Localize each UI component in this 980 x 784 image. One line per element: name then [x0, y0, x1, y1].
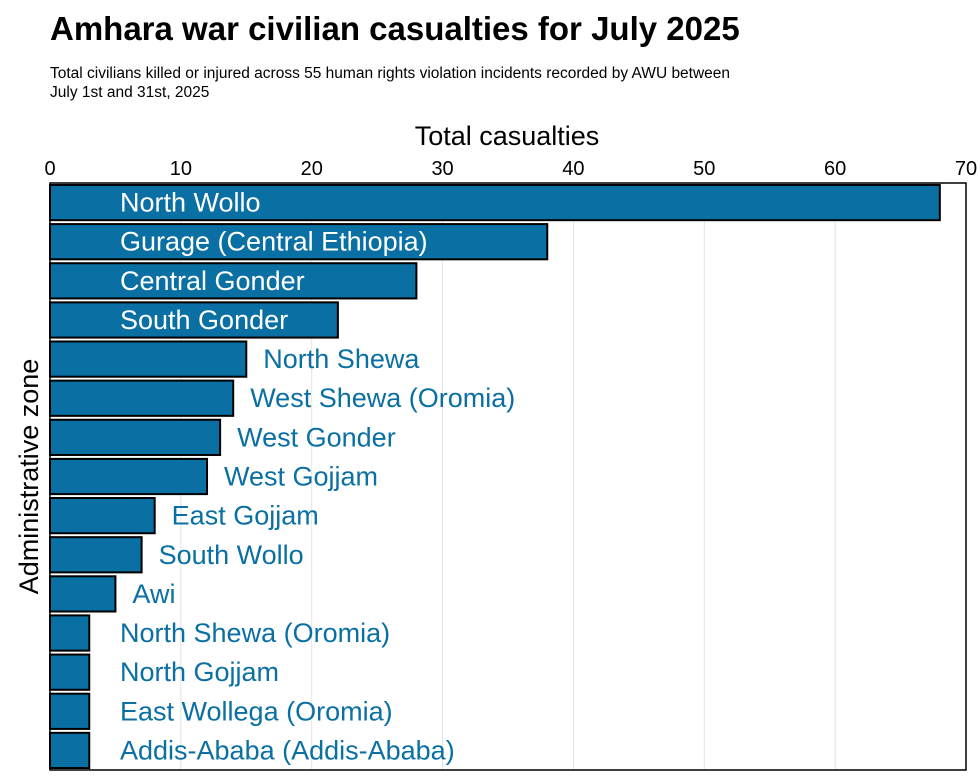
bar-label-12: North Gojjam — [120, 657, 279, 687]
bar-labels: North Wollo Gurage (Central Ethiopia) Cent… — [120, 188, 515, 766]
bar-label-9: South Wollo — [159, 540, 304, 570]
bar-label-11: North Shewa (Oromia) — [120, 618, 390, 648]
bar-label-3: South Gonder — [120, 305, 288, 335]
x-axis-ticks: 0 10 20 30 40 50 60 70 — [44, 158, 977, 180]
bar-5 — [49, 379, 235, 417]
bar-11 — [49, 614, 91, 652]
x-tick-label-40: 40 — [562, 158, 584, 180]
bar-label-6: West Gonder — [237, 422, 396, 452]
bar-label-7: West Gojjam — [224, 462, 378, 492]
bar-4 — [49, 340, 248, 378]
bar-14 — [49, 731, 91, 770]
x-tick-label-20: 20 — [301, 158, 323, 180]
bar-label-8: East Gojjam — [172, 501, 319, 531]
subtitle-line-1: Total civilians killed or injured across… — [50, 65, 731, 82]
bar-label-4: North Shewa — [263, 344, 420, 374]
x-tick-label-0: 0 — [44, 158, 55, 180]
bar-label-1: Gurage (Central Ethiopia) — [120, 227, 428, 257]
bar-9 — [49, 536, 143, 574]
chart-subtitle: Total civilians killed or injured across… — [50, 64, 930, 102]
x-axis-title: Total casualties — [415, 121, 600, 151]
bar-6 — [49, 418, 222, 456]
bar-label-13: East Wollega (Oromia) — [120, 696, 393, 726]
bar-10 — [49, 575, 117, 613]
bar-12 — [49, 653, 91, 691]
bar-label-14: Addis-Ababa (Addis-Ababa) — [120, 735, 455, 765]
bars — [49, 183, 941, 770]
subtitle-line-2: July 1st and 31st, 2025 — [50, 84, 210, 101]
bar-7 — [49, 457, 209, 496]
y-axis-title: Administrative zone — [14, 359, 44, 595]
bar-label-2: Central Gonder — [120, 266, 305, 296]
bar-13 — [49, 692, 91, 730]
x-tick-label-60: 60 — [824, 158, 846, 180]
bar-8 — [49, 497, 156, 535]
plot-panel-border — [49, 182, 967, 771]
chart-title: Amhara war civilian casualties for July … — [50, 10, 740, 47]
bar-label-10: Awi — [132, 579, 175, 609]
x-tick-label-10: 10 — [170, 158, 192, 180]
x-tick-label-70: 70 — [955, 158, 977, 180]
x-tick-label-50: 50 — [693, 158, 715, 180]
bar-label-0: North Wollo — [120, 188, 261, 218]
x-tick-label-30: 30 — [431, 158, 453, 180]
bar-label-5: West Shewa (Oromia) — [250, 383, 515, 413]
